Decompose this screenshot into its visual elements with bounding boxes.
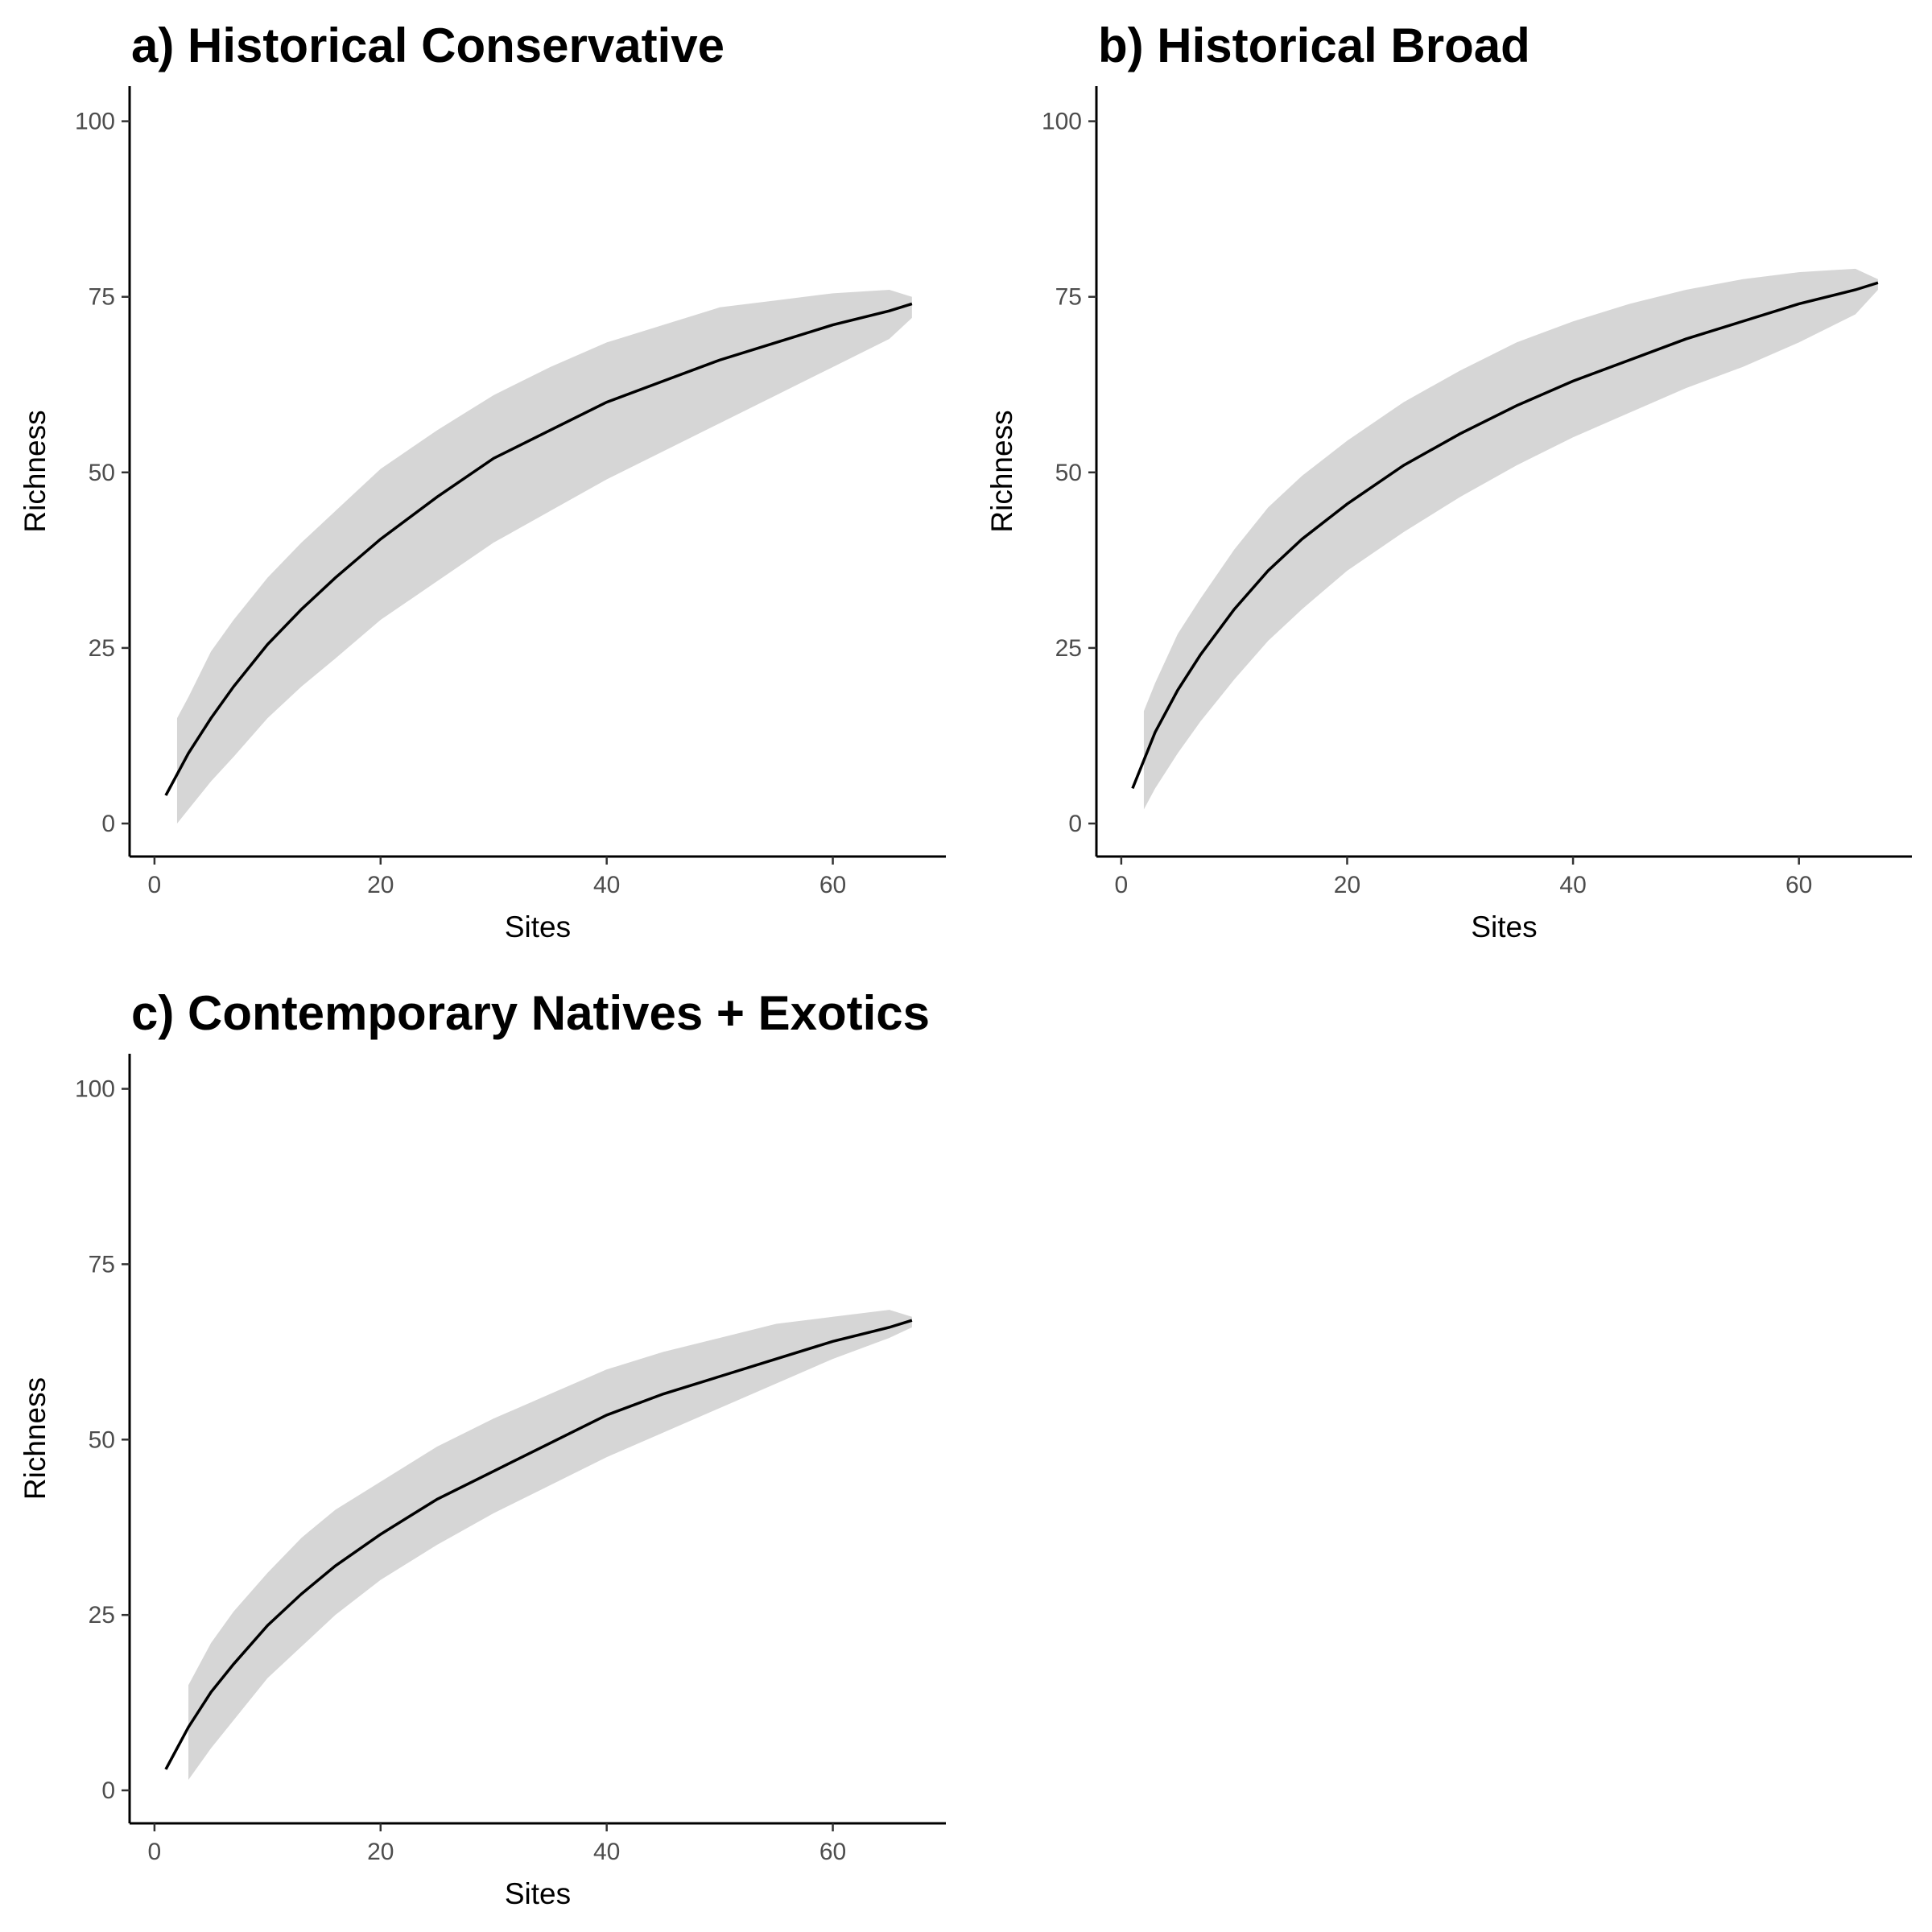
y-axis-title: Richness [19,1377,52,1500]
x-axis-title: Sites [1471,910,1537,943]
y-tick-label: 25 [89,635,115,662]
x-axis-title: Sites [505,1877,571,1910]
y-tick-label: 25 [1055,635,1082,662]
y-axis-title: Richness [985,410,1018,532]
x-tick-label: 40 [1559,872,1586,898]
y-tick-label: 75 [1055,284,1082,311]
y-tick-label: 0 [101,811,115,837]
panel: a) Historical Conservative 0 25 50 75 100 0 20 4… [19,19,946,943]
y-tick-label: 100 [75,109,115,135]
x-tick-label: 60 [819,1839,846,1865]
panel-title: c) Contemporary Natives + Exotics [131,986,930,1040]
y-tick-label: 100 [75,1076,115,1103]
panel: b) Historical Broad 0 25 50 75 100 0 20 40 60 Site… [985,19,1912,943]
confidence-band [188,1310,912,1780]
x-tick-label: 20 [1334,872,1360,898]
mean-line [164,302,913,796]
x-tick-label: 60 [819,872,846,898]
y-tick-label: 100 [1042,109,1082,135]
mean-line [164,1319,913,1770]
y-tick-label: 0 [101,1777,115,1804]
panel-title: b) Historical Broad [1098,19,1530,72]
y-tick-label: 50 [89,460,115,486]
y-tick-label: 75 [89,284,115,311]
y-axis-title: Richness [19,410,52,532]
y-tick-label: 75 [89,1251,115,1278]
x-tick-label: 40 [593,1839,620,1865]
y-tick-label: 50 [89,1426,115,1453]
x-tick-label: 60 [1785,872,1812,898]
x-tick-label: 0 [1115,872,1129,898]
confidence-band [176,289,912,824]
panel: c) Contemporary Natives + Exotics 0 25 50 75… [19,986,946,1910]
y-tick-label: 25 [89,1602,115,1629]
y-tick-label: 0 [1068,811,1082,837]
confidence-band [1143,268,1878,810]
x-tick-label: 0 [148,1839,162,1865]
mean-line [1131,281,1879,790]
x-tick-label: 20 [367,872,394,898]
x-axis-title: Sites [505,910,571,943]
panel-title: a) Historical Conservative [131,19,724,72]
y-tick-label: 50 [1055,460,1082,486]
x-tick-label: 20 [367,1839,394,1865]
x-tick-label: 0 [148,872,162,898]
x-tick-label: 40 [593,872,620,898]
